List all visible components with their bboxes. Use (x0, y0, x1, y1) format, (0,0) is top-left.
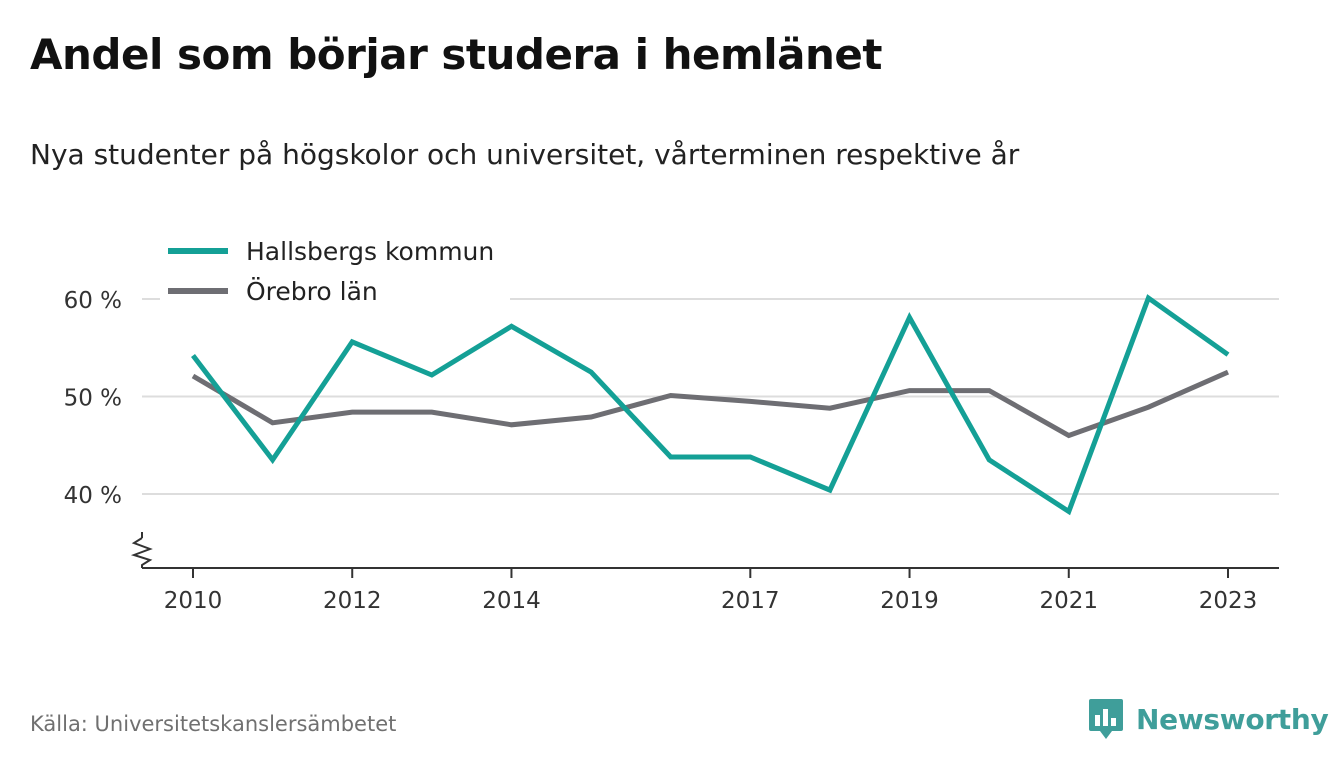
series-line-orebro (191, 369, 1230, 439)
x-tick-label: 2014 (482, 588, 541, 614)
y-tick-label: 50 % (64, 386, 122, 412)
legend: Hallsbergs kommun Örebro län (160, 230, 510, 306)
newsworthy-logo-icon (1089, 699, 1123, 739)
legend-label: Örebro län (246, 277, 378, 306)
brand-logo: Newsworthy (1088, 697, 1329, 741)
x-tick-label: 2019 (880, 588, 939, 614)
x-tick-label: 2023 (1199, 588, 1258, 614)
source-note: Källa: Universitetskanslersämbetet (30, 712, 397, 736)
chart-subtitle: Nya studenter på högskolor och universit… (30, 138, 1020, 171)
x-tick-label: 2017 (721, 588, 780, 614)
axes: 40 % 50 % 60 % 2010 2012 2014 2017 2019 2021 2023 (64, 288, 1279, 614)
x-tick-label: 2010 (164, 588, 223, 614)
y-tick-label: 40 % (64, 483, 122, 509)
y-axis-break-icon (130, 537, 153, 568)
legend-label: Hallsbergs kommun (246, 237, 494, 266)
x-tick-label: 2021 (1039, 588, 1098, 614)
y-tick-label: 60 % (64, 288, 122, 314)
x-tick-label: 2012 (323, 588, 382, 614)
brand-name: Newsworthy (1136, 702, 1329, 736)
series-line-hallsberg (191, 294, 1230, 516)
series-lines (191, 294, 1230, 516)
line-chart: 40 % 50 % 60 % 2010 2012 2014 2017 2019 2021 2023… (63, 230, 1279, 614)
chart-title: Andel som börjar studera i hemlänet (30, 30, 883, 79)
